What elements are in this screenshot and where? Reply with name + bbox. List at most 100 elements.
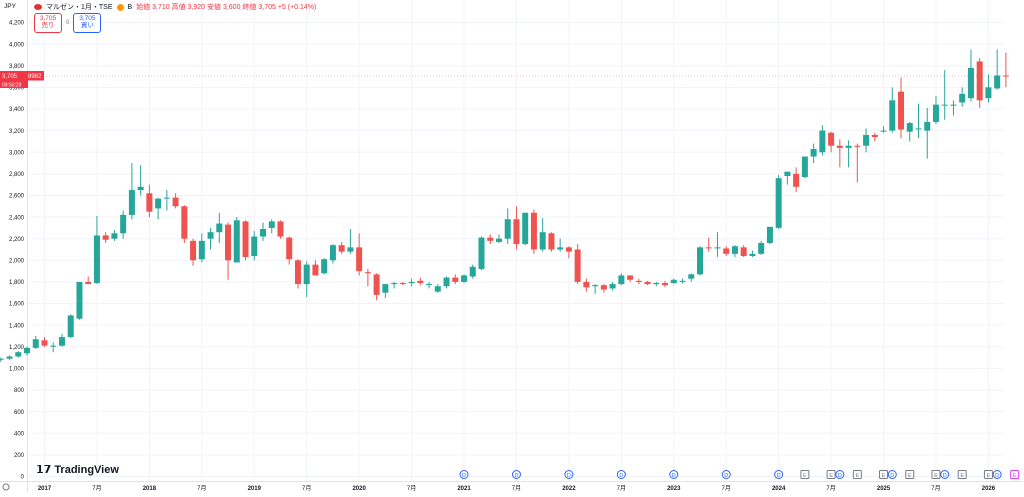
candle-body: [793, 173, 800, 187]
candle-body: [50, 345, 57, 347]
candle-body: [644, 281, 651, 285]
y-tick-label: 3,600: [9, 86, 25, 92]
candle-body: [679, 280, 686, 282]
candle-body: [443, 277, 450, 287]
candle-body: [810, 148, 817, 157]
x-tick-label: 2017: [38, 486, 52, 492]
candle-body: [434, 286, 441, 292]
candle-body: [216, 223, 223, 233]
earnings-marker-label: E: [987, 473, 991, 479]
candle-body: [775, 178, 782, 228]
dividend-marker: [992, 470, 1002, 479]
ohlc-values: 始値 3,710 高値 3,920 安値 3,600 終値 3,705 +5 (…: [136, 4, 317, 11]
candle-body: [338, 245, 345, 252]
candle-body: [146, 193, 153, 212]
x-tick-label: 2023: [667, 486, 681, 492]
candle-body: [198, 240, 205, 260]
dividend-marker-label: D: [890, 473, 894, 479]
earnings-marker: [852, 470, 862, 479]
candle-body: [758, 243, 765, 254]
x-tick-label: 7月: [92, 485, 101, 492]
logo-text: TradingView: [54, 463, 119, 476]
candle-body: [408, 281, 415, 284]
candle-body: [41, 340, 48, 346]
candle-body: [207, 232, 214, 239]
candle-body: [994, 75, 1001, 89]
y-tick-label: 2,400: [9, 215, 25, 221]
candle-body: [740, 247, 747, 256]
candle-body: [93, 235, 100, 284]
y-tick-label: 2,200: [9, 237, 25, 243]
dividend-marker: [940, 470, 950, 479]
candle-body: [950, 104, 957, 106]
tradingview-logo-icon: 𝟭𝟳: [36, 464, 52, 476]
earnings-marker: [826, 470, 836, 479]
sell-label: 売り: [41, 22, 55, 29]
candle-body: [329, 245, 336, 261]
y-tick-label: 2,000: [9, 259, 25, 265]
candle-body: [522, 212, 529, 245]
y-tick-label: 1,800: [9, 280, 25, 286]
price-tag-symbol: 9982: [28, 74, 42, 80]
y-tick-label: 0: [21, 475, 25, 481]
y-tick-label: 3,000: [9, 150, 25, 156]
candle-body: [312, 264, 319, 276]
x-tick-label: 2020: [352, 486, 366, 492]
candle-body: [714, 247, 721, 249]
candle-body: [399, 283, 406, 285]
price-tag-box: [0, 71, 44, 81]
candle-body: [723, 248, 730, 254]
earnings-marker-label: E: [882, 473, 886, 479]
tradingview-logo[interactable]: 𝟭𝟳 TradingView: [36, 463, 119, 477]
candle-body: [417, 280, 424, 284]
dividend-marker-label: D: [462, 473, 466, 479]
candle-body: [697, 247, 703, 275]
candle-body: [539, 232, 546, 250]
dividend-marker-label: D: [943, 473, 947, 479]
symbol-name[interactable]: マルゼン・1月・TSE: [46, 4, 113, 11]
dividend-marker: [616, 470, 626, 479]
candle-body: [461, 275, 468, 282]
candle-body: [155, 198, 162, 209]
candle-body: [880, 130, 887, 132]
dividend-marker: [459, 470, 469, 479]
candle-body: [513, 219, 520, 245]
candle-body: [784, 171, 791, 176]
earnings-marker: [1010, 470, 1020, 479]
earnings-marker-label: E: [960, 473, 964, 479]
dividend-marker-label: D: [619, 473, 623, 479]
candle-body: [102, 235, 109, 240]
candle-body: [766, 226, 773, 244]
buy-button[interactable]: 3,705 買い: [73, 13, 102, 33]
candle-body: [627, 275, 634, 280]
sell-button[interactable]: 3,705 売り: [34, 13, 62, 33]
currency-label: JPY: [4, 3, 16, 10]
candle-body: [268, 221, 275, 228]
candle-body: [705, 247, 712, 249]
candle-body: [670, 279, 677, 284]
candle-body: [609, 284, 616, 289]
candle-body: [347, 247, 354, 252]
y-tick-label: 1,400: [9, 323, 25, 329]
dividend-marker: [564, 470, 574, 479]
earnings-marker: [931, 470, 941, 479]
candle-body: [548, 233, 555, 250]
earnings-marker-label: E: [803, 473, 807, 479]
candle-body: [251, 236, 258, 256]
japan-flag-icon: [34, 4, 42, 10]
earnings-marker-label: E: [934, 473, 938, 479]
candle-body: [277, 221, 284, 237]
candle-body: [373, 274, 380, 295]
countdown-box: [0, 80, 28, 89]
candle-body: [242, 221, 249, 258]
candle-body: [574, 249, 581, 282]
earnings-marker: [879, 470, 889, 479]
buy-label: 買い: [80, 22, 94, 29]
candle-body: [15, 352, 22, 357]
earnings-marker-label: E: [908, 473, 912, 479]
spread-value: 0: [66, 20, 70, 26]
candle-body: [749, 253, 756, 256]
candle-body: [0, 358, 4, 360]
